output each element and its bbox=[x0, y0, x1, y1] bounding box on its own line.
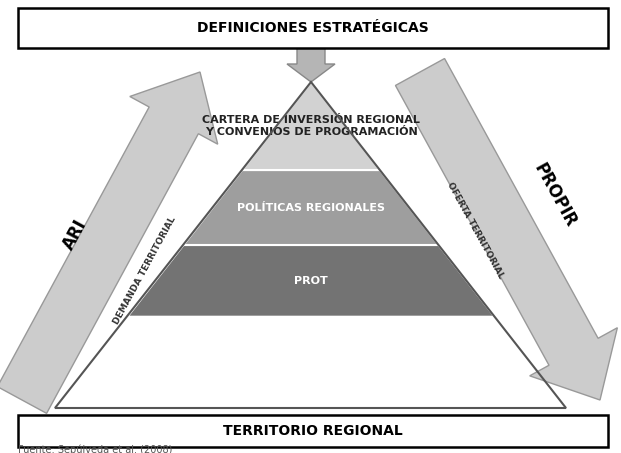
Text: CARTERA DE INVERSIÓN REGIONAL
Y CONVENIOS DE PROGRAMACIÓN: CARTERA DE INVERSIÓN REGIONAL Y CONVENIO… bbox=[202, 115, 420, 137]
Text: PROPIR: PROPIR bbox=[530, 160, 580, 230]
Text: Fuente: Sepúlveda et al. (2008): Fuente: Sepúlveda et al. (2008) bbox=[18, 445, 173, 453]
Text: ERD: ERD bbox=[298, 357, 324, 367]
Text: OFERTA TERRITORIAL: OFERTA TERRITORIAL bbox=[445, 180, 505, 280]
Text: TERRITORIO REGIONAL: TERRITORIO REGIONAL bbox=[223, 424, 403, 438]
Text: PROT: PROT bbox=[294, 276, 328, 286]
Polygon shape bbox=[0, 72, 218, 413]
Polygon shape bbox=[183, 170, 438, 245]
Text: ARI: ARI bbox=[60, 217, 91, 253]
Polygon shape bbox=[127, 245, 494, 317]
Text: POLÍTICAS REGIONALES: POLÍTICAS REGIONALES bbox=[237, 202, 385, 212]
FancyBboxPatch shape bbox=[18, 415, 608, 447]
Text: DEFINICIONES ESTRATÉGICAS: DEFINICIONES ESTRATÉGICAS bbox=[197, 21, 429, 35]
Text: DEMANDA TERRITORIAL: DEMANDA TERRITORIAL bbox=[112, 215, 178, 326]
Polygon shape bbox=[242, 82, 380, 170]
FancyBboxPatch shape bbox=[18, 8, 608, 48]
Polygon shape bbox=[287, 48, 335, 82]
Polygon shape bbox=[396, 58, 617, 400]
Polygon shape bbox=[127, 82, 494, 317]
